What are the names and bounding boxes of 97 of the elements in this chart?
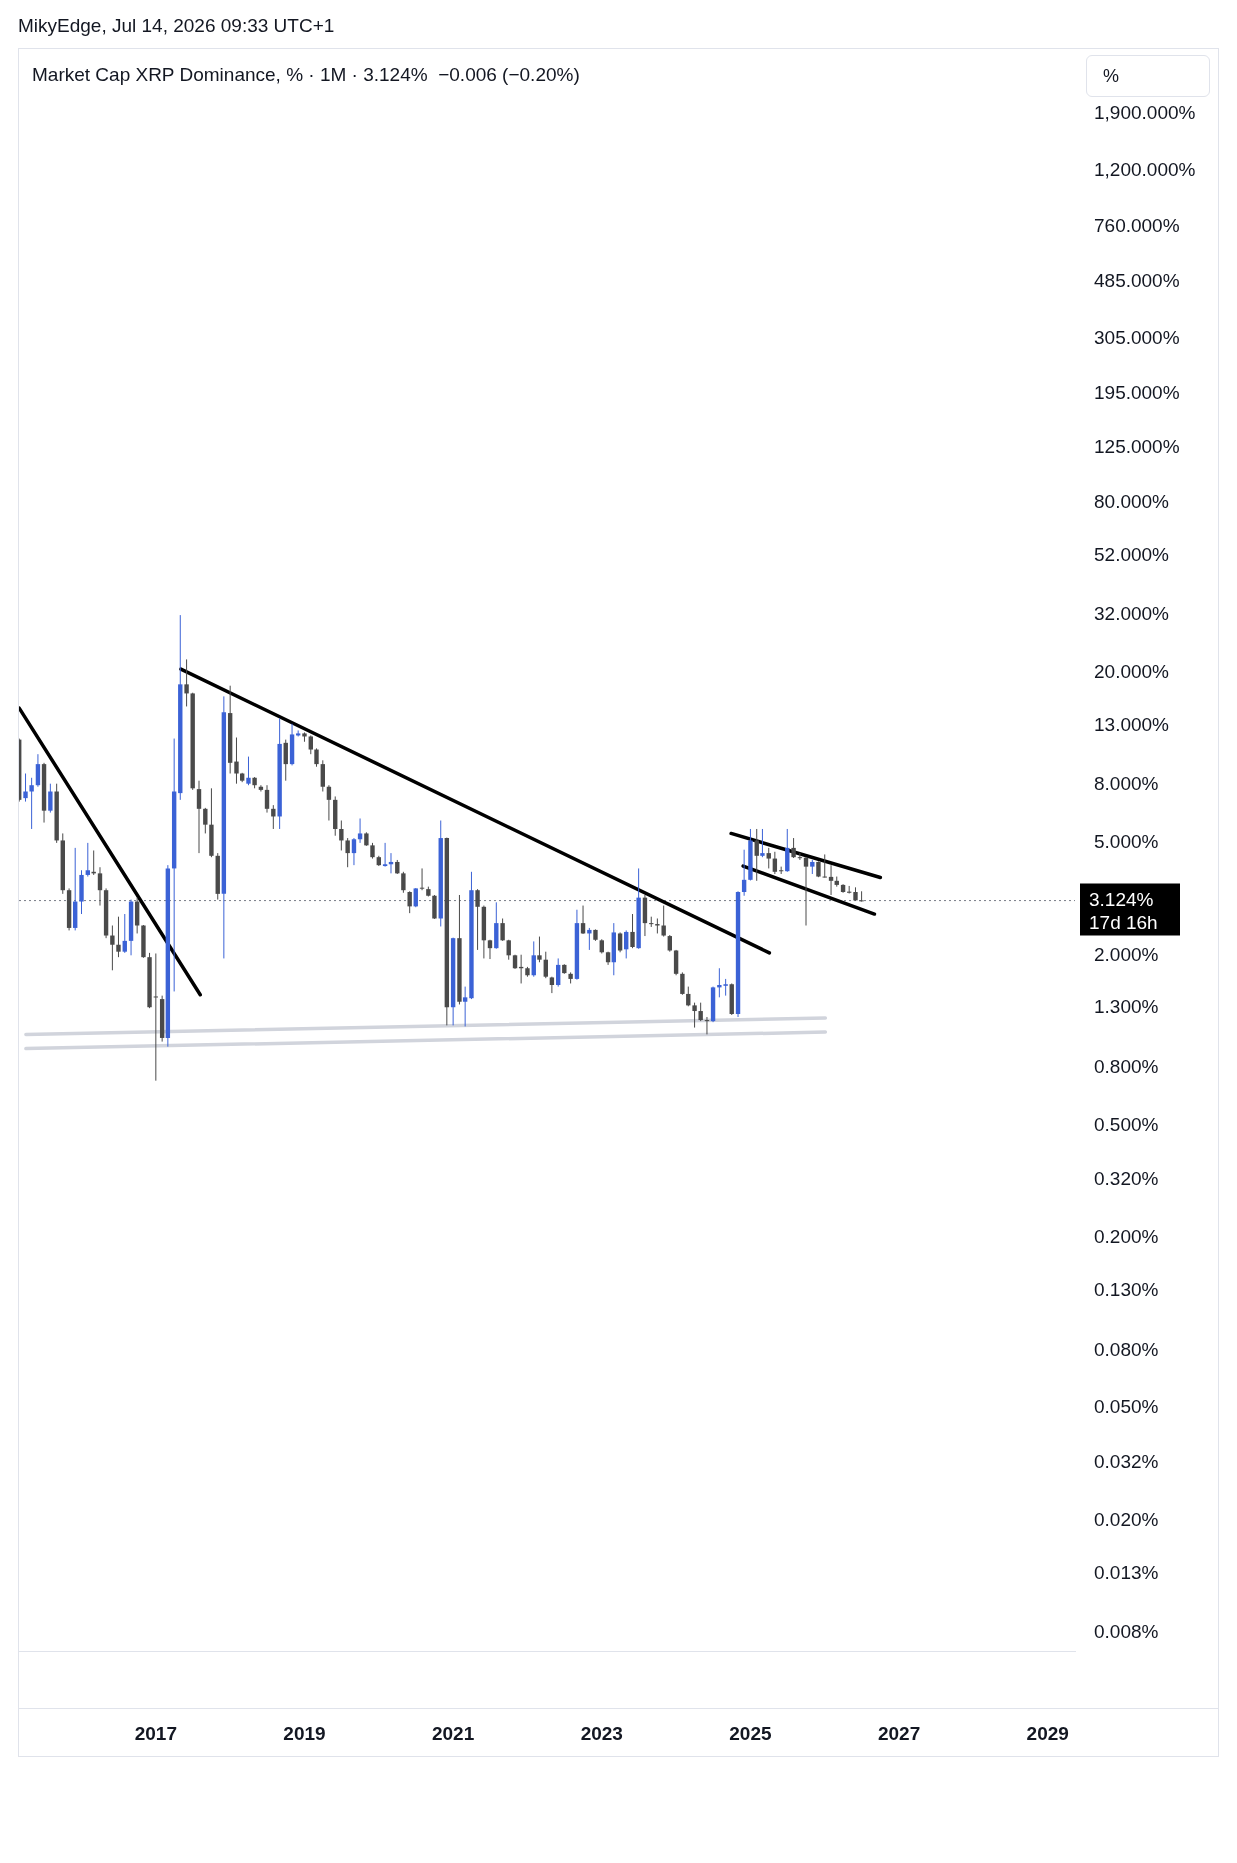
y-tick-label: 760.000%	[1094, 214, 1180, 236]
candlestick	[382, 842, 388, 868]
y-tick-label: 1,200.000%	[1094, 158, 1196, 180]
y-tick-label: 52.000%	[1094, 543, 1170, 565]
candlestick	[184, 658, 189, 707]
x-tick-label: 2027	[877, 1722, 921, 1744]
candlestick	[48, 783, 53, 814]
y-tick-label: 0.130%	[1094, 1278, 1159, 1300]
y-tick-label: 195.000%	[1094, 381, 1180, 403]
candlestick	[698, 1002, 703, 1022]
text: %	[1086, 55, 1210, 97]
candlestick	[828, 864, 834, 896]
candlestick	[766, 847, 771, 869]
y-tick-label: 0.320%	[1094, 1168, 1159, 1190]
text: MikyEdge, Jul 14, 2026 09:33 UTC+1	[18, 15, 335, 37]
candlestick	[630, 913, 635, 949]
y-tick-label: 0.050%	[1094, 1396, 1159, 1418]
candlestick	[314, 747, 319, 768]
y-tick-label: 0.020%	[1094, 1508, 1159, 1530]
candlestick	[649, 916, 654, 928]
y-tick-label: 20.000%	[1094, 661, 1170, 682]
candlestick	[339, 820, 344, 851]
candlestick	[859, 890, 864, 903]
candlestick	[246, 756, 251, 786]
candlestick	[419, 867, 425, 891]
candlestick	[543, 951, 548, 979]
y-tick-label: 0.500%	[1094, 1113, 1159, 1135]
candlestick	[97, 866, 103, 907]
candlestick	[791, 837, 796, 859]
candlestick	[432, 894, 437, 920]
candlestick	[85, 842, 91, 878]
candlestick	[661, 905, 666, 938]
candlestick	[234, 737, 239, 785]
y-tick-label: 305.000%	[1094, 326, 1180, 348]
candlestick	[617, 931, 623, 953]
candlestick	[122, 913, 127, 954]
candlestick	[772, 851, 778, 875]
candlestick	[351, 837, 357, 866]
y-tick-label: 0.200%	[1094, 1226, 1159, 1248]
x-tick-label: 2029	[1026, 1722, 1069, 1744]
candlestick	[531, 940, 536, 978]
y-tick-label: 0.032%	[1094, 1450, 1159, 1472]
candlestick	[680, 971, 685, 996]
y-tick-label: 1.300%	[1094, 996, 1159, 1018]
y-tick-label: 0.800%	[1094, 1055, 1159, 1077]
y-tick-label: 80.000%	[1094, 490, 1170, 512]
x-tick-label: 2023	[580, 1722, 623, 1744]
candlestick	[537, 936, 542, 963]
text: Market Cap XRP Dominance, % · 1M · 3.124% −0.006 (−0.20%)	[32, 64, 580, 86]
candlestick	[196, 780, 202, 854]
candlestick	[500, 917, 505, 942]
candlestick	[803, 856, 809, 927]
candlestick	[345, 837, 350, 868]
candlestick	[35, 753, 41, 788]
candlestick	[271, 804, 276, 830]
y-tick-label: 0.008%	[1094, 1621, 1159, 1643]
y-tick-label: 125.000%	[1094, 436, 1180, 458]
ref-line-label: 3.124%	[1089, 888, 1154, 910]
candlestick	[475, 888, 480, 951]
y-tick-label: 8.000%	[1094, 773, 1159, 795]
candlestick	[357, 817, 363, 844]
candlestick	[401, 871, 406, 894]
text: 17d 16h	[1089, 911, 1158, 933]
candlestick	[556, 957, 561, 988]
candlestick	[134, 897, 140, 934]
candlestick	[549, 976, 555, 994]
candlestick	[692, 1002, 697, 1029]
candlestick	[797, 852, 803, 861]
y-tick-label: 5.000%	[1094, 831, 1159, 853]
candlestick	[29, 777, 34, 830]
candlestick	[326, 784, 332, 822]
candlestick	[308, 734, 313, 755]
candlestick	[153, 952, 159, 1082]
candlestick	[587, 927, 592, 951]
y-tick-label: 1,900.000%	[1094, 102, 1196, 124]
candlestick	[320, 759, 326, 792]
candlestick	[23, 773, 28, 803]
y-tick-label: 32.000%	[1094, 603, 1170, 625]
candlestick	[462, 986, 468, 1027]
y-tick-label: 0.013%	[1094, 1561, 1159, 1583]
candlestick	[203, 807, 208, 834]
y-tick-label: 2.000%	[1094, 943, 1159, 965]
x-tick-label: 2019	[283, 1722, 326, 1744]
candlestick	[116, 916, 121, 958]
y-tick-label: 13.000%	[1094, 713, 1170, 735]
candlestick	[413, 887, 418, 908]
candlestick	[264, 784, 270, 814]
candlestick	[110, 925, 115, 971]
y-tick-label: 0.080%	[1094, 1338, 1159, 1360]
candlestick	[822, 853, 827, 879]
x-tick-label: 2017	[134, 1722, 177, 1744]
candlestick	[754, 828, 759, 882]
y-tick-label: 485.000%	[1094, 269, 1180, 291]
x-tick-label: 2025	[729, 1722, 772, 1744]
candlestick	[407, 890, 412, 914]
candlestick	[760, 828, 765, 858]
x-tick-label: 2021	[431, 1722, 475, 1744]
